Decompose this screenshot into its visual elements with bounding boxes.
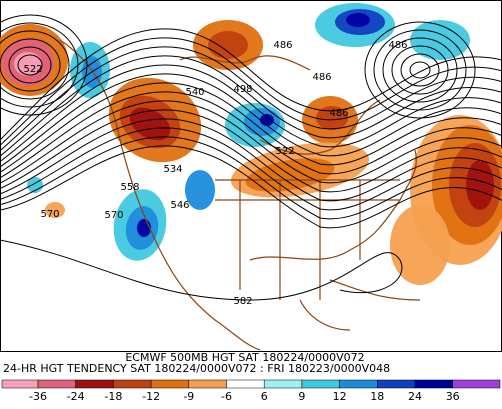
contour-label: 570 — [104, 210, 123, 221]
legend-swatch — [1, 379, 39, 389]
coastline — [299, 279, 421, 331]
anomaly-shading — [390, 205, 450, 285]
height-contour — [364, 21, 476, 119]
legend-swatch — [188, 379, 227, 389]
anomaly-shading — [316, 106, 348, 130]
contour-label: 486 — [388, 40, 407, 51]
height-contour — [0, 38, 61, 92]
color-legend: -36 -24 -18 -12 -9 -6 6 9 12 18 24 36 — [1, 379, 501, 403]
contour-label: 534 — [163, 164, 182, 175]
height-contour — [400, 53, 440, 87]
height-contour — [0, 136, 502, 220]
legend-swatch — [414, 379, 453, 389]
coastline — [259, 99, 381, 155]
legend-tick-label: 24 — [408, 390, 422, 403]
anomaly-shading — [346, 13, 370, 27]
legend-swatch — [226, 379, 265, 389]
height-contour — [0, 118, 502, 202]
height-contour — [0, 55, 502, 157]
map-area: 522 486 498 540 534 522 558 546 570 570 582 486 486 4… — [0, 3, 502, 351]
legend-tick-label: 9 — [298, 390, 305, 403]
legend-tick-label: -18 — [104, 390, 122, 403]
height-contour — [0, 37, 502, 146]
legend-swatch — [339, 379, 378, 389]
legend-swatch — [37, 379, 76, 389]
anomaly-shading — [129, 107, 171, 141]
height-contour — [391, 45, 449, 95]
anomaly-shading — [185, 170, 215, 210]
contour-label: 486 — [329, 108, 348, 119]
coastline — [59, 39, 261, 351]
contour-label: 546 — [170, 200, 189, 211]
legend-swatch — [75, 379, 114, 389]
contour-label: 540 — [185, 87, 204, 98]
legend-swatch — [150, 379, 190, 389]
contour-label: 558 — [120, 182, 139, 193]
legend-tick-label: 18 — [370, 390, 384, 403]
legend-tick-label: -36 — [29, 390, 47, 403]
contour-label: 570 — [40, 209, 59, 220]
height-contour — [373, 29, 467, 111]
height-contour — [409, 61, 431, 79]
height-contour — [0, 64, 502, 162]
height-contour — [0, 82, 502, 173]
height-contour — [0, 28, 502, 141]
contour-label: 522 — [23, 64, 42, 75]
legend-tick-label: 36 — [446, 390, 460, 403]
contour-label: 582 — [233, 296, 252, 307]
legend-tick-label: 6 — [261, 390, 268, 403]
coastline — [179, 55, 311, 71]
height-contour — [0, 109, 502, 193]
height-contour — [0, 145, 502, 229]
height-contour — [0, 22, 79, 108]
height-contour — [0, 14, 88, 116]
legend-tick-label: -12 — [142, 390, 160, 403]
contour-label: 486 — [312, 72, 331, 83]
anomaly-shading — [260, 114, 274, 126]
contour-label: 486 — [273, 40, 292, 51]
contour-label: 498 — [233, 84, 252, 95]
height-contour — [0, 30, 70, 100]
height-contour — [0, 46, 502, 152]
anomaly-shading — [208, 31, 248, 59]
height-contour — [0, 91, 502, 179]
contour-label: 522 — [275, 146, 294, 157]
legend-tick-label: 12 — [333, 390, 347, 403]
height-contour — [0, 73, 502, 168]
legend-tick-label: -24 — [67, 390, 85, 403]
height-contour — [0, 127, 502, 211]
legend-tick-label: -6 — [221, 390, 232, 403]
caption-line-2: 24-HR HGT TENDENCY SAT 180224/0000V072 :… — [3, 362, 390, 375]
anomaly-shading — [137, 219, 151, 237]
height-contour — [17, 54, 43, 76]
height-contour — [0, 100, 502, 184]
coastline — [215, 179, 400, 300]
height-contour — [0, 239, 403, 301]
legend-swatch — [301, 379, 340, 389]
legend-swatch — [263, 379, 303, 389]
legend-swatch — [113, 379, 152, 389]
legend-swatch — [377, 379, 416, 389]
height-contour — [382, 37, 458, 103]
legend-swatch — [452, 379, 501, 389]
height-contour — [8, 46, 52, 84]
legend-tick-label: -9 — [183, 390, 194, 403]
anomaly-shading — [466, 160, 494, 210]
anomaly-shading — [45, 202, 65, 218]
caption-line-1: ECMWF 500MB HGT SAT 180224/0000V072 — [125, 351, 364, 364]
